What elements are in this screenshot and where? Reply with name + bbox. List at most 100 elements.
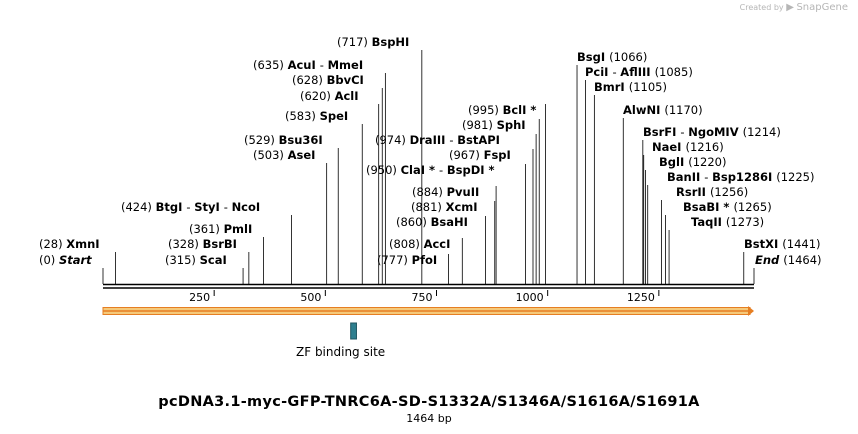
left-label-9: (620) AclI (300, 89, 359, 103)
mid-label-9: (995) BclI * (468, 103, 536, 117)
left-label-part: PmlI (224, 222, 253, 236)
left-label-6: (503) AseI (253, 148, 315, 162)
left-label-part: - (320, 58, 328, 72)
left-label-8: (583) SpeI (285, 109, 348, 123)
right-label-part: BsrFI (643, 125, 680, 139)
mid-label-1: (808) AccI (389, 237, 450, 251)
left-label-0: (0) Start (39, 253, 92, 267)
left-label-1: (28) XmnI (39, 237, 100, 251)
right-label-6: BglI (1220) (659, 155, 726, 169)
mid-label-part: (981) (462, 118, 497, 132)
left-label-11: (635) AcuI - MmeI (253, 58, 363, 72)
left-label-part: MmeI (328, 58, 364, 72)
mid-label-part: (967) (449, 148, 484, 162)
enzyme-labels: (0) Start(28) XmnI(315) ScaI(328) BsrBI(… (39, 35, 822, 267)
left-label-7: (529) Bsu36I (244, 133, 323, 147)
left-label-part: - (224, 200, 232, 214)
right-label-part: (1441) (782, 237, 820, 251)
left-label-part: (628) (292, 73, 327, 87)
right-label-part: BglI (659, 155, 688, 169)
axis-tick-label: 250 (189, 291, 210, 304)
right-label-part: NgoMIV (688, 125, 742, 139)
right-label-part: AflIII (620, 65, 654, 79)
mid-label-part: (860) (396, 215, 431, 229)
left-label-part: (717) (337, 35, 372, 49)
right-label-part: AlwNI (623, 103, 664, 117)
orf-arrow-head-icon (748, 306, 754, 316)
left-label-part: BsrBI (203, 237, 237, 251)
mid-label-part: PfoI (412, 253, 438, 267)
mid-label-part: BstAPI (457, 133, 500, 147)
mid-label-part: PvuII (447, 185, 480, 199)
right-label-part: - (704, 170, 712, 184)
right-label-5: NaeI (1216) (652, 140, 724, 154)
right-label-part: BsgI (577, 50, 609, 64)
right-label-1: PciI - AflIII (1085) (585, 65, 693, 79)
mid-label-3: (881) XcmI (411, 200, 478, 214)
mid-label-part: DraIII (410, 133, 450, 147)
mid-label-part: (884) (412, 185, 447, 199)
right-label-11: BstXI (1441) (744, 237, 821, 251)
plasmid-title: pcDNA3.1-myc-GFP-TNRC6A-SD-S1332A/S1346A… (158, 394, 700, 410)
left-label-part: (583) (285, 109, 320, 123)
left-label-part: Bsu36I (279, 133, 323, 147)
right-label-part: TaqII (691, 215, 726, 229)
right-label-10: TaqII (1273) (691, 215, 764, 229)
right-label-3: AlwNI (1170) (623, 103, 703, 117)
right-label-part: (1216) (685, 140, 723, 154)
right-label-2: BmrI (1105) (594, 80, 667, 94)
right-label-part: (1220) (688, 155, 726, 169)
right-label-0: BsgI (1066) (577, 50, 647, 64)
left-label-part: SpeI (320, 109, 349, 123)
right-label-part: (1273) (726, 215, 764, 229)
right-label-part: Bsp1286I (712, 170, 776, 184)
left-label-10: (628) BbvCI (292, 73, 364, 87)
mid-label-2: (860) BsaHI (396, 215, 468, 229)
left-label-part: (620) (300, 89, 335, 103)
axis-tick-label: 1000 (516, 291, 544, 304)
mid-label-5: (950) ClaI * - BspDI * (366, 163, 495, 177)
left-label-part: (635) (253, 58, 288, 72)
left-label-5: (424) BtgI - StyI - NcoI (121, 200, 260, 214)
cut-site-lines (102, 50, 755, 284)
left-label-part: BspHI (372, 35, 410, 49)
mid-label-6: (967) FspI (449, 148, 511, 162)
right-label-part: End (755, 253, 783, 267)
right-label-part: (1170) (664, 103, 702, 117)
right-label-part: PciI (585, 65, 612, 79)
right-label-part: (1105) (629, 80, 667, 94)
mid-label-part: (777) (377, 253, 412, 267)
mid-label-part: (995) (468, 103, 503, 117)
right-label-part: (1464) (783, 253, 821, 267)
snapgene-logo-icon: ▶ (786, 2, 794, 13)
left-label-part: ScaI (200, 253, 227, 267)
left-label-part: (424) (121, 200, 156, 214)
left-label-part: (0) (39, 253, 59, 267)
left-label-part: (361) (189, 222, 224, 236)
left-label-2: (315) ScaI (165, 253, 227, 267)
left-label-part: BtgI (156, 200, 187, 214)
mid-label-part: - (439, 163, 447, 177)
left-label-part: (328) (168, 237, 203, 251)
mid-label-part: - (449, 133, 457, 147)
right-label-part: - (612, 65, 620, 79)
right-label-part: RsrII (676, 185, 710, 199)
right-label-part: (1214) (743, 125, 781, 139)
left-label-part: AseI (288, 148, 316, 162)
feature-label-zf-binding-site: ZF binding site (296, 345, 386, 359)
left-label-part: - (186, 200, 194, 214)
right-label-part: NaeI (652, 140, 685, 154)
mid-label-part: (974) (375, 133, 410, 147)
left-label-4: (361) PmlI (189, 222, 252, 236)
left-label-part: XmnI (66, 237, 99, 251)
left-label-part: (503) (253, 148, 288, 162)
zf-binding-site-box (350, 322, 357, 340)
left-label-3: (328) BsrBI (168, 237, 237, 251)
mid-label-part: AccI (424, 237, 451, 251)
right-label-part: BmrI (594, 80, 629, 94)
axis-ticks: 250 500 750 1000 1250 (189, 290, 660, 304)
mid-label-4: (884) PvuII (412, 185, 479, 199)
mid-label-part: (808) (389, 237, 424, 251)
right-label-part: (1265) (733, 200, 771, 214)
